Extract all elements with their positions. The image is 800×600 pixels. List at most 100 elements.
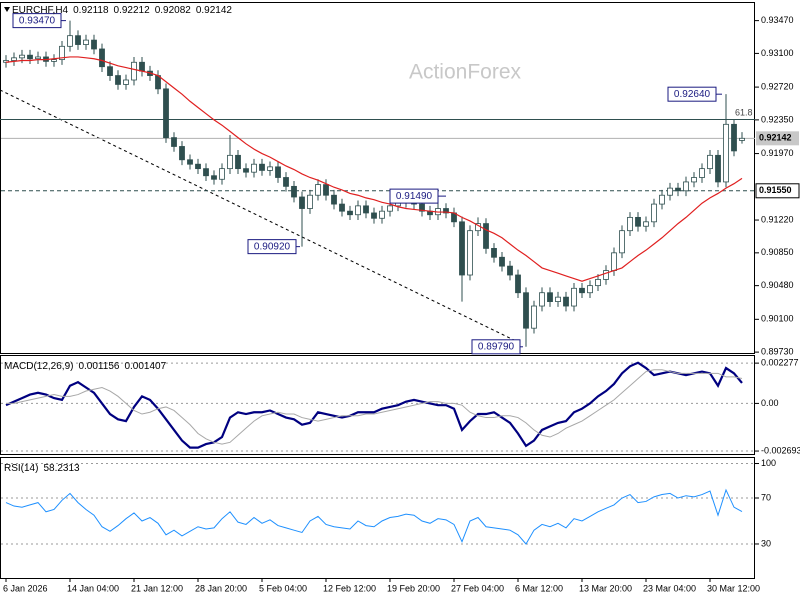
candle-body [179,146,185,161]
header-value: 0.92142 [196,5,233,16]
candle-body [235,154,241,170]
candle-body [683,181,689,192]
candle-body [267,166,273,171]
y-tick-label: 0.002277 [761,358,799,368]
candle-body [371,212,377,219]
rsi-panel [0,457,755,579]
candle-body [555,296,561,302]
indicator-name: RSI(14) [4,463,38,474]
candle-body [379,210,385,219]
indicator-line [5,361,743,449]
indicator-line [6,369,743,445]
x-tick-label: 6 Jan 2026 [3,583,48,593]
candle-body [587,285,593,294]
candle-body [715,154,721,183]
candle-body [731,123,737,152]
header-value: 0.92082 [155,5,192,16]
candle-body [99,48,105,68]
x-tick-label: 19 Feb 20:00 [387,583,440,593]
candle-body [627,216,633,232]
annotation-box [667,86,717,102]
header-value: 0.001156 [78,361,119,372]
x-tick-label: 28 Jan 20:00 [195,583,247,593]
annotation-label: 0.93470 [19,15,56,26]
candle-body [187,159,193,165]
candle-body [11,57,17,61]
candle-body [507,265,513,276]
candle-body [3,60,9,63]
candle-body [227,154,233,170]
y-tick-label: 0.92720 [761,81,794,91]
header-value: 0.001407 [124,361,166,372]
candle-body [571,287,577,307]
fib-label: 61.8 [735,107,753,117]
level-box [756,131,799,146]
candle-body [107,66,113,76]
candle-body [123,79,129,85]
candle-body [563,296,569,307]
y-tick-label: -0.002693 [761,445,800,455]
candle-body [651,203,657,223]
x-tick-label: 14 Jan 04:00 [67,583,119,593]
x-tick-label: 5 Feb 04:00 [259,583,307,593]
candle-body [339,203,345,212]
candle-body [355,205,361,216]
candle-body [259,163,265,171]
candle-body [483,223,489,249]
candle-body [595,279,601,287]
panel-header: RSI(14) 58.2313 [4,463,80,474]
x-tick-label: 23 Mar 04:00 [643,583,696,593]
trendline [0,89,521,344]
candle-body [467,230,473,276]
y-tick-label: 0.93100 [761,48,794,58]
candle-body [443,208,449,214]
annotation-label: 0.90920 [254,241,291,252]
candle-body [363,205,369,214]
price-panel [0,2,755,354]
level-label: 0.91550 [759,185,792,195]
candle-body [251,163,257,173]
candle-body [387,205,393,212]
candle-body [707,154,713,170]
y-tick-label: 100 [761,458,776,468]
x-tick-label: 6 Mar 12:00 [515,583,563,593]
candle-body [515,274,521,294]
candle-body [211,175,217,180]
panel-header: EURCHF,H4 0.92118 0.92212 0.92082 0.92142 [12,5,232,16]
candle-body [315,184,321,196]
x-tick-label: 13 Mar 20:00 [579,583,632,593]
y-tick-label: 0.91220 [761,214,794,224]
candle-body [323,184,329,196]
candle-body [83,39,89,45]
candle-body [171,137,177,147]
y-tick-label: 0.90100 [761,314,794,324]
candle-body [499,256,505,267]
candle-body [299,196,305,209]
candle-body [219,168,225,180]
level-box [755,183,800,199]
indicator-name: EURCHF,H4 [12,5,69,16]
x-tick-label: 12 Feb 12:00 [323,583,376,593]
annotation-label: 0.91490 [396,191,433,202]
menu-arrow [4,7,10,12]
candle-body [75,35,81,45]
candle-body [131,61,137,81]
watermark: ActionForex [409,61,522,84]
candle-body [139,61,145,72]
y-tick-label: 0.91970 [761,148,794,158]
panel-header: MACD(12,26,9) 0.001156 0.001407 [4,361,167,372]
candle-body [163,88,169,139]
x-tick-label: 30 Mar 12:00 [707,583,760,593]
candle-body [539,292,545,307]
candle-body [331,194,337,205]
y-tick-label: 0.90480 [761,280,794,290]
candle-body [547,292,553,302]
candle-body [419,203,425,212]
annotation-box [12,13,62,29]
candle-body [675,187,681,192]
candle-body [691,177,697,183]
moving-average [5,56,743,282]
candle-body [67,35,73,47]
